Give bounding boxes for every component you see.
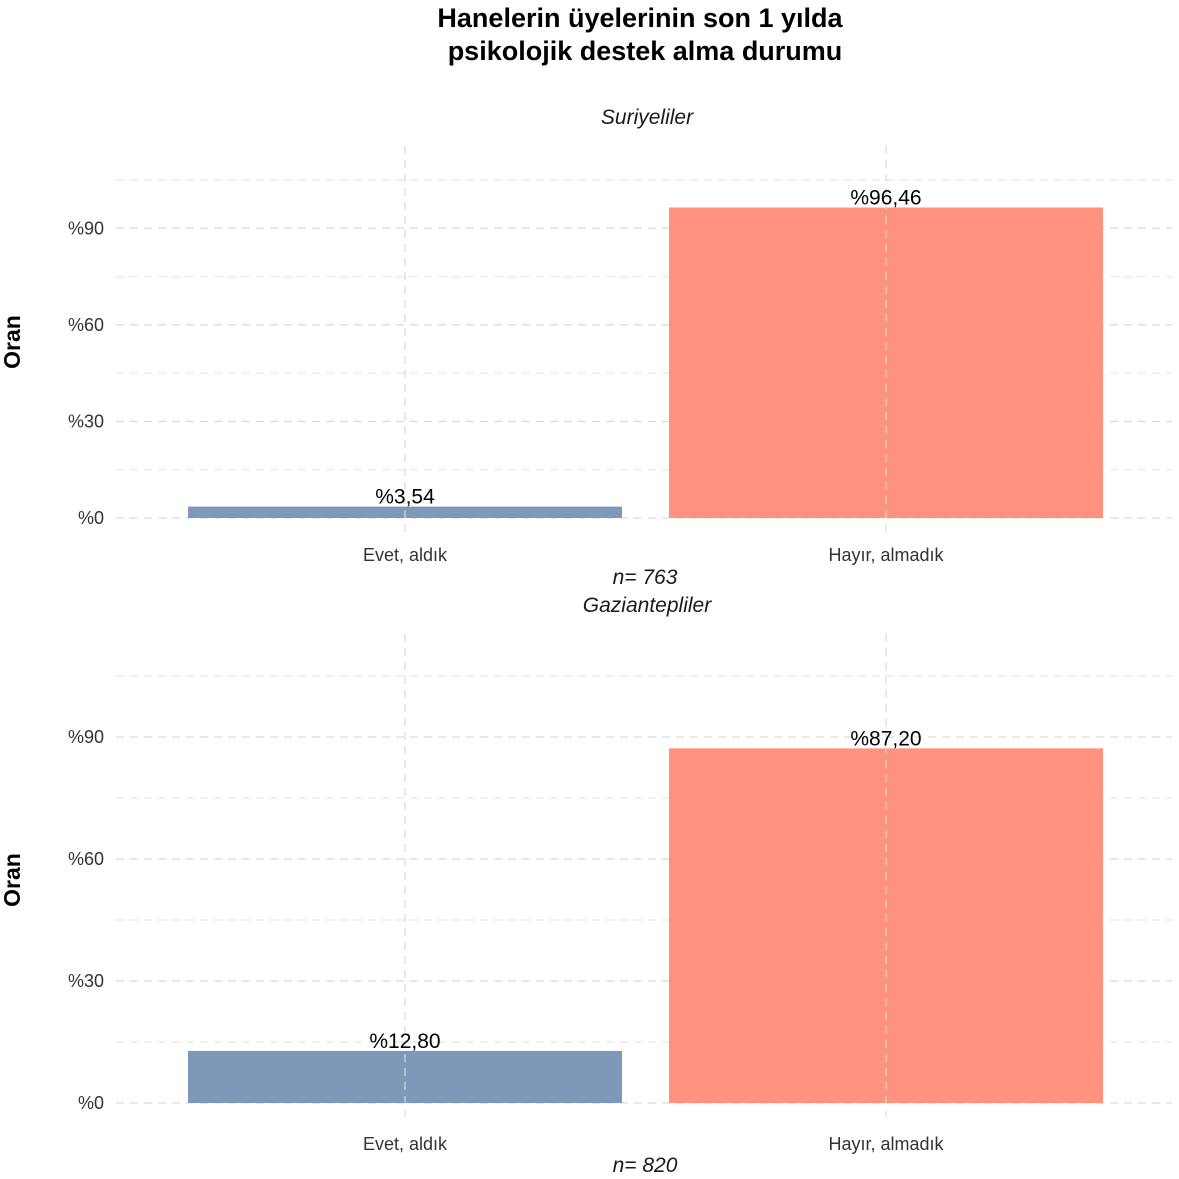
facet-title: Suriyeliler: [601, 106, 694, 129]
facet-panel-2: Gaziantepliler %0 %30 %60 %90 Oran %12,80 %87,2…: [0, 594, 1172, 1177]
y-axis-label: Oran: [0, 853, 25, 907]
data-label: %96,46: [850, 186, 921, 209]
bar-hayir: [669, 748, 1103, 1103]
sample-size-label: n= 763: [613, 566, 678, 589]
y-axis-label: Oran: [0, 315, 25, 369]
sample-size-label: n= 820: [613, 1154, 678, 1177]
y-tick-label: %0: [78, 1093, 104, 1113]
facet-title: Gaziantepliler: [583, 594, 712, 617]
data-label: %12,80: [369, 1030, 440, 1053]
y-tick-label: %60: [68, 315, 104, 335]
y-tick-label: %90: [68, 727, 104, 747]
chart-title-line-2: psikolojik destek alma durumu: [448, 36, 843, 66]
y-tick-label: %0: [78, 508, 104, 528]
data-label: %3,54: [375, 486, 435, 509]
x-tick-label: Evet, aldık: [363, 1134, 448, 1154]
data-label: %87,20: [850, 727, 921, 750]
x-tick-label: Hayır, almadık: [828, 545, 944, 565]
y-tick-label: %60: [68, 849, 104, 869]
y-tick-label: %30: [68, 971, 104, 991]
chart-title-line-1: Hanelerin üyelerinin son 1 yılda: [437, 3, 843, 33]
y-tick-label: %30: [68, 411, 104, 431]
x-tick-label: Evet, aldık: [363, 545, 448, 565]
y-tick-label: %90: [68, 218, 104, 238]
x-tick-label: Hayır, almadık: [828, 1134, 944, 1154]
facet-panel-1: Suriyeliler %0 %30 %60 %90 Oran %3,54 %96,46 Eve…: [0, 106, 1172, 589]
